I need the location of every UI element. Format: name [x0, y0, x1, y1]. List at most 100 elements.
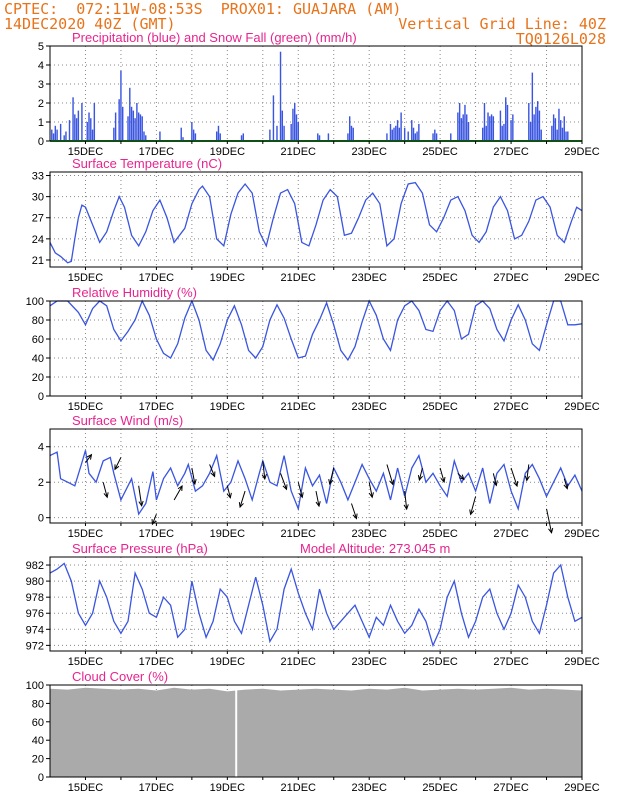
- precip-bar: [297, 122, 299, 141]
- precip-bar: [499, 110, 502, 141]
- humidity-xtick-label: 15DEC: [68, 401, 104, 413]
- precip-bar: [483, 103, 486, 141]
- wind-arrow: [191, 467, 196, 485]
- precip-bar: [551, 125, 553, 141]
- wind-arrow: [563, 478, 568, 489]
- temperature-xtick-label: 27DEC: [493, 272, 529, 284]
- pressure-frame: [49, 556, 583, 652]
- wind-arrow-head: [548, 527, 554, 534]
- humidity-xtick-label: 19DEC: [210, 401, 246, 413]
- header-model-id: TQ0126L028: [515, 30, 606, 48]
- pressure-ytick-label: 980: [26, 576, 44, 588]
- wind-arrow: [138, 485, 143, 506]
- precip-bar: [432, 133, 434, 141]
- precip-bar: [503, 123, 505, 141]
- precip-bar: [505, 97, 507, 141]
- precip-bar: [556, 129, 558, 141]
- precip-bar: [462, 114, 464, 141]
- precip-bar: [411, 120, 413, 141]
- precip-bar: [552, 114, 555, 141]
- precip-bar: [121, 106, 124, 141]
- wind-arrow: [526, 464, 530, 481]
- wind-arrow: [457, 472, 465, 480]
- precip-bar: [460, 118, 463, 141]
- precip-bar: [215, 131, 218, 141]
- precip-xtick-label: 29DEC: [564, 146, 600, 158]
- wind-arrow-head: [368, 492, 374, 499]
- humidity-ytick-label: 60: [32, 334, 44, 346]
- cloud-frame: [49, 684, 583, 778]
- humidity-ytick-label: 20: [32, 372, 44, 384]
- precip-xtick-label: 21DEC: [281, 146, 317, 158]
- precip-bar: [391, 129, 393, 141]
- pressure-series-line: [49, 562, 583, 648]
- cloud-xtick-label: 19DEC: [210, 782, 246, 794]
- precip-bar: [182, 137, 184, 141]
- pressure-ytick-label: 978: [26, 592, 44, 604]
- wind-xtick-label: 19DEC: [210, 528, 246, 540]
- cloud-xtick-label: 21DEC: [281, 782, 317, 794]
- wind-xtick-label: 15DEC: [68, 528, 104, 540]
- pressure-xtick-label: 27DEC: [493, 656, 529, 668]
- temperature-frame: [49, 171, 583, 268]
- humidity-xtick-label: 21DEC: [281, 401, 317, 413]
- precip-bar: [137, 112, 140, 141]
- wind-xtick-label: 21DEC: [281, 528, 317, 540]
- cloud-cover-area: [50, 687, 582, 777]
- precip-bar: [81, 103, 83, 141]
- precip-bar: [393, 127, 395, 141]
- wind-ytick-label: 4: [38, 442, 44, 454]
- humidity-series-line: [49, 299, 583, 362]
- wind-frame: [49, 428, 583, 524]
- precip-xtick-label: 17DEC: [139, 146, 175, 158]
- precip-xtick-label: 25DEC: [422, 146, 458, 158]
- wind-arrow-head: [458, 474, 465, 481]
- wind-arrow: [85, 454, 92, 463]
- precip-bar: [65, 131, 67, 141]
- precip-bar: [74, 114, 76, 141]
- temperature-xtick-label: 25DEC: [422, 272, 458, 284]
- precip-ytick-label: 1: [38, 117, 44, 129]
- precip-bar: [77, 110, 80, 141]
- precip-bar: [269, 129, 271, 141]
- wind-arrow-head: [440, 477, 446, 484]
- precip-bar: [219, 133, 221, 141]
- pressure-xtick-label: 19DEC: [210, 656, 246, 668]
- precip-bar: [88, 112, 90, 141]
- precip-bar: [350, 125, 353, 141]
- humidity-ytick-label: 40: [32, 353, 44, 365]
- precip-bar: [127, 116, 129, 141]
- wind-arrow-head: [563, 483, 569, 490]
- precip-bar: [535, 106, 537, 141]
- precip-bar: [554, 118, 557, 141]
- wind-arrow-head: [103, 492, 109, 499]
- precip-bar: [563, 116, 565, 141]
- precip-bar: [242, 133, 245, 141]
- precip-bar: [130, 106, 133, 141]
- precip-bar: [75, 118, 78, 141]
- wind-arrow: [492, 473, 497, 486]
- precip-bar: [528, 103, 530, 141]
- wind-arrow-head: [524, 475, 530, 482]
- temperature-ytick-label: 24: [32, 234, 44, 246]
- wind-arrow-head: [298, 492, 304, 499]
- precip-bar: [191, 122, 193, 141]
- precip-bar: [141, 116, 143, 141]
- cloud-xtick-label: 23DEC: [351, 782, 387, 794]
- cloud-xtick-label: 25DEC: [422, 782, 458, 794]
- cloud-ytick-label: 40: [32, 735, 44, 747]
- cloud-xtick-label: 27DEC: [493, 782, 529, 794]
- precip-bar: [418, 123, 420, 141]
- wind-arrow: [470, 496, 477, 515]
- precip-bar: [512, 114, 514, 141]
- humidity-xtick-label: 25DEC: [422, 401, 458, 413]
- precip-bar: [458, 103, 461, 141]
- humidity-ytick-label: 0: [38, 391, 44, 403]
- wind-ytick-label: 2: [38, 477, 44, 489]
- cloud-xtick-label: 17DEC: [139, 782, 175, 794]
- precip-bar: [90, 118, 92, 141]
- wind-arrow: [114, 457, 122, 470]
- precip-bar: [272, 95, 275, 141]
- precip-bar: [145, 135, 147, 141]
- precip-bar: [435, 133, 438, 141]
